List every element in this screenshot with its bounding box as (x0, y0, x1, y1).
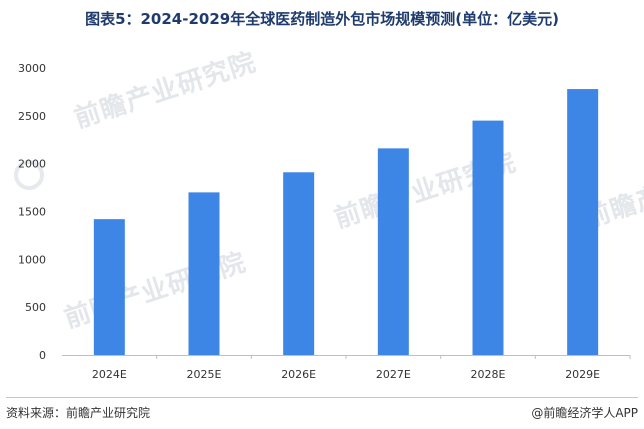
bar (567, 89, 599, 356)
y-tick-label: 1000 (18, 253, 46, 266)
bar (283, 172, 315, 355)
bar (472, 120, 504, 355)
bars (93, 89, 599, 356)
watermark-logo-icon (14, 160, 44, 190)
footer-divider (6, 397, 638, 398)
x-tick-label: 2024E (92, 368, 127, 381)
chart-title: 图表5：2024-2029年全球医药制造外包市场规模预测(单位：亿美元) (85, 10, 559, 28)
credit-note: @前瞻经济学人APP (531, 406, 638, 420)
y-axis: 0 500 1000 1500 2000 2500 3000 (18, 62, 46, 362)
x-tick-label: 2027E (376, 368, 411, 381)
x-tick-label: 2028E (471, 368, 506, 381)
y-tick-label: 0 (39, 349, 46, 362)
y-tick-label: 2500 (18, 110, 46, 123)
bar (93, 219, 125, 355)
x-tick-label: 2026E (281, 368, 316, 381)
y-tick-label: 1500 (18, 206, 46, 219)
y-tick-label: 3000 (18, 62, 46, 75)
x-tick-label: 2029E (565, 368, 600, 381)
y-tick-label: 2000 (18, 158, 46, 171)
source-note: 资料来源：前瞻产业研究院 (6, 406, 151, 420)
x-axis: 2024E 2025E 2026E 2027E 2028E 2029E (62, 355, 631, 381)
x-tick-label: 2025E (187, 368, 222, 381)
bar (377, 148, 409, 355)
bar (188, 192, 220, 355)
y-tick-label: 500 (25, 301, 46, 314)
